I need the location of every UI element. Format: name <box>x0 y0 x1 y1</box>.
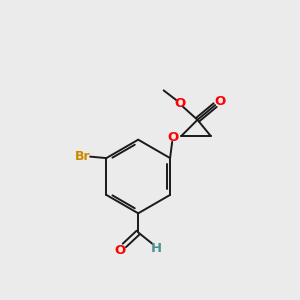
Text: O: O <box>114 244 125 256</box>
Text: Br: Br <box>75 150 91 163</box>
Text: H: H <box>151 242 162 254</box>
Text: O: O <box>174 97 185 110</box>
Text: O: O <box>214 95 225 108</box>
Text: O: O <box>167 131 179 144</box>
